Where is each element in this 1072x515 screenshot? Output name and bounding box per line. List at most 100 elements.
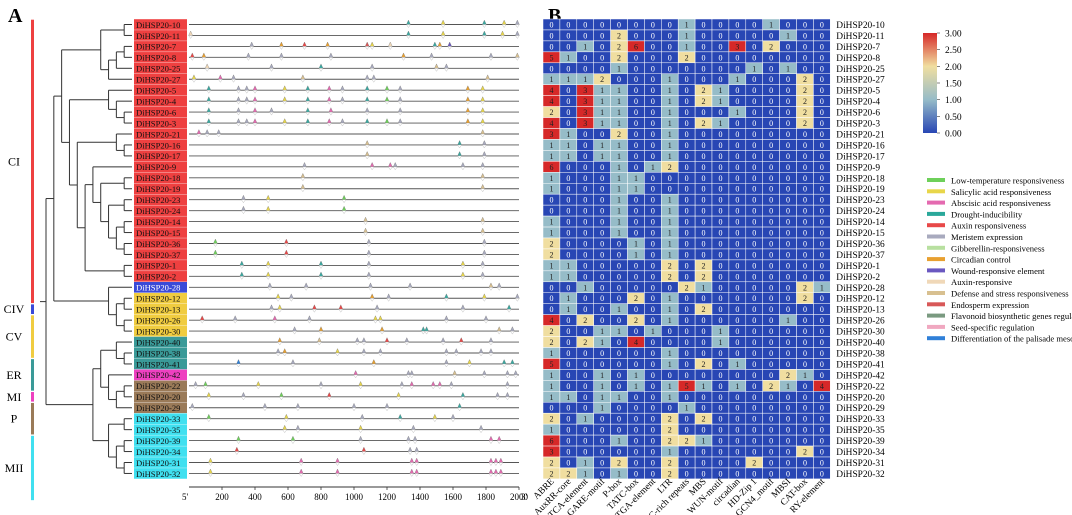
heatmap-cell-value: 1 (617, 64, 621, 73)
heatmap-cell-value: 0 (820, 108, 824, 117)
heatmap-cell-value: 0 (769, 218, 773, 227)
heatmap-cell-value: 0 (634, 207, 638, 216)
heatmap-cell-value: 0 (668, 185, 672, 194)
heatmap-cell-value: 2 (803, 283, 807, 292)
gene-label-box (134, 457, 187, 468)
heatmap-cell-value: 0 (702, 393, 706, 402)
motif-marker-shadow (318, 330, 324, 335)
motif-marker-shadow (488, 462, 494, 466)
heatmap-cell-value: 0 (583, 141, 587, 150)
motif-marker (353, 370, 358, 376)
heatmap-cell-value: 5 (549, 360, 553, 369)
heatmap-cell-value: 0 (549, 31, 553, 40)
gene-label-box (134, 282, 187, 293)
motif-marker (505, 370, 510, 376)
gene-label-box (134, 194, 187, 205)
heatmap-cell-value: 1 (718, 97, 722, 106)
heatmap-cell-value: 1 (617, 163, 621, 172)
motif-marker-shadow (206, 90, 212, 94)
heatmap-cell-value: 0 (752, 404, 756, 413)
motif-marker-shadow (206, 111, 212, 116)
heatmap-cell-value: 0 (634, 448, 638, 457)
gene-label-box (134, 183, 187, 195)
heatmap-cell-value: 0 (769, 371, 773, 380)
gene-label: DiHSP20-11 (136, 31, 180, 41)
heatmap-cell-value: 1 (549, 349, 553, 358)
motif-marker-shadow (361, 341, 367, 346)
promoter-motif-tracks (188, 19, 520, 477)
heatmap-cell-value: 0 (752, 53, 756, 62)
heatmap-cell-value: 0 (702, 349, 706, 358)
heatmap-cell-value: 0 (651, 283, 655, 292)
gene-label-box (134, 424, 187, 435)
gene-label-box (134, 84, 187, 96)
heatmap-cell-value: 0 (549, 283, 553, 292)
heatmap-gene-label: DiHSP20-42 (836, 371, 885, 381)
heatmap-cell-value: 0 (566, 119, 570, 128)
heatmap-cell-value: 0 (803, 437, 807, 446)
legend-swatch (927, 200, 945, 205)
axis-tick-label: 1800 (477, 492, 496, 502)
heatmap-cell-value: 1 (617, 327, 621, 336)
heatmap-gene-label: DiHSP20-34 (836, 448, 885, 458)
motif-marker (269, 63, 274, 69)
motif-marker-shadow (364, 144, 370, 149)
motif-marker (388, 41, 393, 47)
heatmap-cell-value: 0 (820, 327, 824, 336)
heatmap-cell-value: 0 (769, 458, 773, 467)
heatmap-cell-value: 0 (651, 382, 655, 391)
motif-marker-shadow (366, 265, 372, 269)
motif-marker-shadow (300, 188, 306, 193)
heatmap-cell-value: 0 (718, 349, 722, 358)
colorbar-tick-label: 2.50 (945, 46, 962, 56)
motif-marker-shadow (515, 24, 520, 28)
heatmap-cell-value: 2 (702, 305, 706, 314)
heatmap-cell-value: 0 (820, 97, 824, 106)
legend-swatch (927, 279, 945, 284)
motif-marker-shadow (338, 309, 344, 313)
motif-marker (246, 52, 251, 58)
legend-label: Endosperm expression (951, 300, 1030, 310)
motif-marker-shadow (269, 111, 274, 116)
motif-marker (364, 107, 370, 113)
heatmap-cell-value: 0 (549, 20, 553, 29)
heatmap-cell-value: 0 (820, 272, 824, 281)
heatmap-cell-value: 0 (718, 130, 722, 139)
heatmap-cell-value: 0 (634, 64, 638, 73)
motif-marker (236, 118, 241, 124)
heatmap-gene-label: DiHSP20-13 (836, 306, 885, 316)
motif-marker-shadow (190, 407, 195, 412)
motif-marker-shadow (213, 254, 218, 258)
motif-marker (379, 326, 385, 332)
legend-swatch (927, 178, 945, 182)
heatmap-cell-value: 0 (685, 174, 689, 183)
heatmap-cell-value: 2 (549, 458, 553, 467)
heatmap-cell-value: 0 (685, 294, 689, 303)
heatmap-cell-value: 0 (685, 86, 689, 95)
heatmap-cell-value: 1 (668, 196, 672, 205)
motif-marker (501, 19, 507, 25)
heatmap-cell-value: 0 (566, 20, 570, 29)
heatmap-cell-value: 0 (668, 53, 672, 62)
motif-marker-shadow (208, 462, 213, 466)
motif-marker-shadow (488, 341, 494, 346)
heatmap-cell-value: 0 (803, 207, 807, 216)
subfamily-bar-ci (31, 19, 34, 304)
heatmap-cell-value: 4 (549, 316, 553, 325)
motif-marker (206, 85, 212, 91)
heatmap-cell-value: 1 (786, 382, 790, 391)
heatmap-cell-value: 2 (803, 86, 807, 95)
gene-label: DiHSP20-7 (136, 42, 177, 52)
heatmap-cell-value: 0 (718, 448, 722, 457)
heatmap-cell-value: 0 (685, 338, 689, 347)
motif-marker (485, 74, 490, 80)
heatmap-cell-value: 0 (769, 437, 773, 446)
heatmap-cell-value: 0 (617, 382, 621, 391)
motif-marker (444, 63, 449, 69)
panel-a-label: A (8, 5, 23, 27)
heatmap-cell-value: 0 (786, 404, 790, 413)
motif-marker-shadow (282, 101, 287, 105)
motif-marker (482, 249, 487, 255)
heatmap-cell-value: 0 (752, 382, 756, 391)
heatmap-cell-value: 0 (735, 349, 739, 358)
